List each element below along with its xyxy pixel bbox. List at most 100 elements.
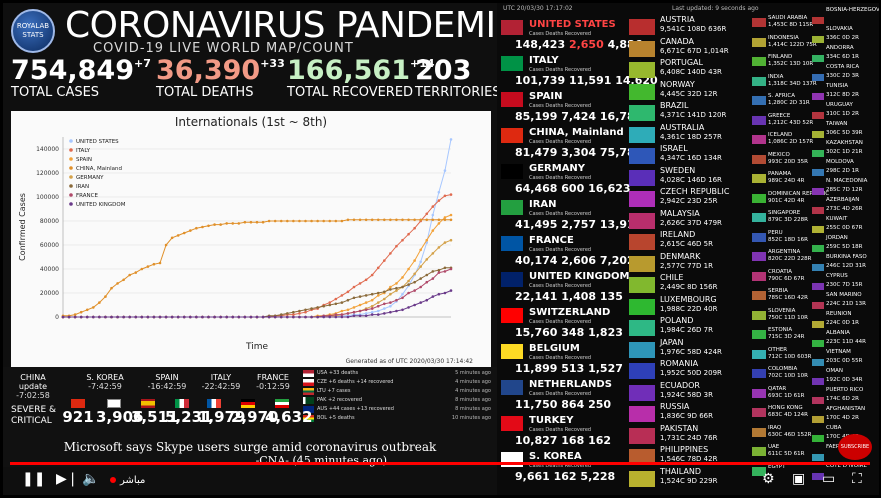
data-point <box>370 313 374 316</box>
country-values: 989C 24D 4R <box>768 178 805 184</box>
data-point <box>340 313 344 316</box>
country-row: IRAN Cases Deaths Recovered 41,495 2,757 1… <box>497 197 642 233</box>
country-row: EGYPT <box>752 464 822 479</box>
data-point <box>437 246 441 249</box>
data-point <box>449 238 453 242</box>
country-values: 1,952C 50D 209R <box>660 369 722 377</box>
next-icon[interactable]: ▶❘ <box>56 471 79 487</box>
country-name: KAZAKHSTAN <box>826 140 863 146</box>
data-point <box>110 286 113 290</box>
video-frame[interactable]: ROYALAB STATS CORONAVIRUS PANDEMIC COVID… <box>3 3 879 495</box>
country-name: ECUADOR <box>660 380 700 390</box>
data-point <box>231 315 235 319</box>
data-point <box>413 303 416 307</box>
fullscreen-icon[interactable]: ⛶ <box>852 471 862 487</box>
country-flag-icon <box>812 188 824 195</box>
country-flag-icon <box>629 105 655 121</box>
country-values: 879C 3D 228R <box>768 217 808 223</box>
cases-chart: Internationals (1st ~ 8th) 0 20000 40000 60… <box>11 111 491 367</box>
country-row: AFGHANISTAN 170C 4D 2R <box>812 406 878 425</box>
data-point <box>170 236 174 240</box>
data-point <box>346 290 350 294</box>
data-point <box>164 315 168 319</box>
news-feed: USA +33 deaths 5 minutes ago CZE +6 death… <box>303 369 493 429</box>
country-flag-icon <box>812 264 824 271</box>
country-row: TURKEY Cases Deaths Recovered 10,827 168 1… <box>497 413 627 449</box>
country-values: 203C 0D 55R <box>826 358 863 364</box>
data-point <box>401 238 404 242</box>
country-name: CZECH REPUBLIC <box>660 187 730 196</box>
data-point <box>419 265 422 268</box>
video-progress-bar[interactable] <box>10 462 870 465</box>
data-point <box>401 285 404 289</box>
country-flag-icon <box>812 17 824 24</box>
country-row: RUSSIA 1,836C 9D 66R <box>627 402 752 424</box>
subscribe-button[interactable]: SUBSCRIBE <box>838 434 872 460</box>
usa-flag-icon <box>303 370 314 377</box>
country-values: 630C 46D 152R <box>768 431 812 438</box>
country-flag-icon <box>752 232 766 242</box>
theater-icon[interactable]: ▭ <box>822 471 836 487</box>
column-labels: Cases Deaths Recovered <box>529 463 592 469</box>
data-point <box>189 315 192 319</box>
data-point <box>316 306 319 309</box>
data-point <box>407 306 410 309</box>
data-point <box>304 219 307 223</box>
severe-china: 921 <box>62 408 94 426</box>
update-spain: SPAIN -16:42:59 <box>147 373 187 391</box>
country-flag-icon <box>629 83 655 100</box>
country-name: IRAN <box>529 199 557 210</box>
data-point <box>389 288 392 291</box>
country-flag-icon <box>629 19 655 35</box>
data-point <box>431 295 435 298</box>
data-point <box>267 219 271 223</box>
country-values: 2,942C 23D 25R <box>660 197 718 205</box>
data-point <box>431 252 435 255</box>
country-flag-icon <box>812 340 824 347</box>
country-row: SWEDEN 4,028C 146D 16R <box>627 166 752 188</box>
live-badge[interactable]: مباشر <box>110 475 145 486</box>
country-values: 4,361C 18D 257R <box>660 132 722 141</box>
country-name: CHINA, Mainland <box>529 127 624 138</box>
data-point <box>237 222 241 225</box>
data-point <box>407 267 410 271</box>
country-name: TURKEY <box>529 415 574 426</box>
progress-fill <box>10 462 870 465</box>
pause-icon[interactable]: ❚❚ <box>22 471 46 487</box>
settings-icon[interactable]: ⚙ <box>762 471 775 487</box>
country-row: BELGIUM Cases Deaths Recovered 11,899 513 … <box>497 341 627 377</box>
y-tick-label: 140000 <box>36 146 59 153</box>
country-name: FRANCE <box>529 235 574 246</box>
legend-marker <box>69 148 73 152</box>
volume-icon[interactable]: 🔈 <box>82 471 100 487</box>
data-point <box>383 302 386 306</box>
country-flag-icon <box>629 62 655 78</box>
country-flag-icon <box>812 359 824 366</box>
country-name: POLAND <box>660 316 694 325</box>
country-flag-icon <box>812 283 824 290</box>
country-values: 285C 7D 12R <box>826 187 863 193</box>
data-point <box>364 312 368 315</box>
data-point <box>437 268 441 272</box>
country-flag-icon <box>629 363 655 379</box>
country-row: AZERBAIJAN 273C 4D 26R <box>812 197 878 216</box>
country-name: ALBANIA <box>826 330 850 336</box>
data-point <box>407 291 410 295</box>
country-name: N. MACEDONIA <box>826 178 868 184</box>
country-name: BRAZIL <box>660 101 689 110</box>
country-flag-icon <box>752 193 766 203</box>
miniplayer-icon[interactable]: ▣ <box>792 471 806 487</box>
utc-time: UTC 20/03/30 17:17:02 <box>503 5 573 12</box>
data-point <box>182 231 186 235</box>
total-deaths-delta: +33 <box>260 57 285 70</box>
data-point <box>443 266 447 270</box>
country-row: INDIA 1,318C 34D 137R <box>752 74 822 89</box>
data-point <box>370 304 374 308</box>
country-name: CROATIA <box>768 268 792 275</box>
data-point <box>419 301 422 304</box>
country-values: 1,086C 2D 157R <box>768 139 814 145</box>
data-point <box>425 298 429 302</box>
country-name: SAN MARINO <box>826 292 862 298</box>
country-row: SINGAPORE 879C 3D 228R <box>752 210 822 225</box>
country-row: LUXEMBOURG 1,988C 22D 40R <box>627 295 752 317</box>
